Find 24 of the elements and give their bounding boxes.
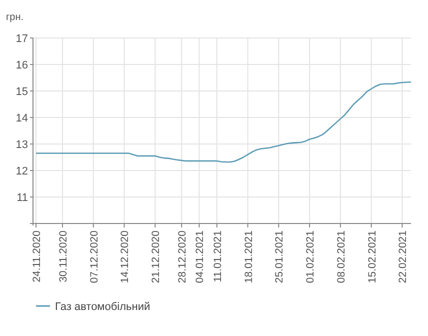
- x-tick-label: 21.12.2020: [150, 230, 162, 284]
- x-tick-label: 25.01.2021: [274, 230, 286, 284]
- x-tick-label: 14.12.2020: [119, 230, 132, 284]
- y-axis-title: грн.: [6, 12, 24, 23]
- x-tick-label: 22.02.2021: [397, 230, 410, 284]
- y-tick-label: 13: [16, 138, 28, 151]
- x-tick-label: 11.01.2021: [212, 230, 224, 282]
- x-tick-label: 08.02.2021: [335, 230, 348, 284]
- y-tick-label: 16: [16, 59, 28, 72]
- x-tick-label: 07.12.2020: [88, 230, 100, 284]
- line-series: [35, 81, 412, 163]
- y-tick-label: 12: [16, 165, 28, 178]
- y-tick-label: 14: [16, 112, 28, 124]
- y-tick-label: 11: [16, 192, 28, 204]
- x-tick-label: 01.02.2021: [304, 230, 317, 284]
- x-tick-label: 18.01.2021: [242, 230, 255, 284]
- x-tick-label: 04.01.2021: [194, 230, 206, 284]
- y-tick-label: 17: [16, 32, 28, 45]
- x-tick-label: 30.11.2020: [57, 230, 70, 282]
- x-tick-label: 28.12.2020: [176, 230, 189, 284]
- x-tick-label: 24.11.2020: [31, 230, 43, 282]
- x-tick-label: 15.02.2021: [366, 230, 378, 284]
- legend-label: Газ автомобільний: [55, 300, 150, 313]
- y-tick-label: 15: [16, 86, 28, 98]
